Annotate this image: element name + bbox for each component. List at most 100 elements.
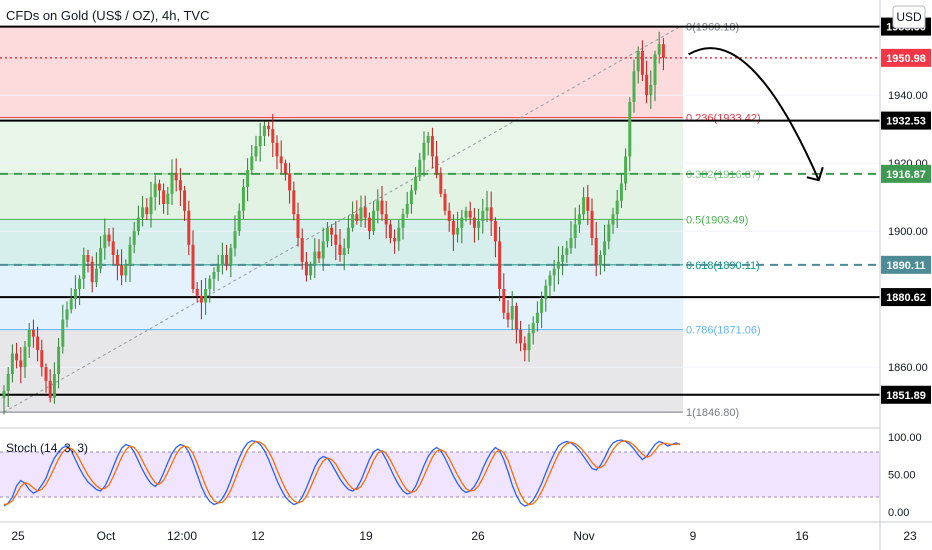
candle-body xyxy=(330,227,334,235)
time-tick-label: 19 xyxy=(359,529,373,543)
candle-body xyxy=(506,312,510,320)
horizontal-levels xyxy=(0,25,880,396)
candle xyxy=(204,277,208,315)
candle xyxy=(393,229,397,254)
candle-body xyxy=(594,238,598,266)
candle xyxy=(535,301,539,332)
candle xyxy=(489,191,493,237)
time-tick-label: 25 xyxy=(11,529,25,543)
candle-body xyxy=(166,193,170,204)
candle-body xyxy=(485,207,489,211)
candle xyxy=(506,300,510,328)
price-tag-bg xyxy=(881,164,931,183)
candle-body xyxy=(19,360,23,368)
candle xyxy=(468,201,472,225)
candle xyxy=(451,214,455,251)
candle-body xyxy=(250,156,254,170)
candle-body xyxy=(477,221,481,228)
projection-arrow xyxy=(688,47,824,182)
fib-zone-0.5 xyxy=(0,219,683,265)
candle xyxy=(418,152,422,181)
fib-label-0.786: 0.786(1871.06) xyxy=(686,325,761,337)
time-tick-label: 9 xyxy=(690,529,697,543)
candle xyxy=(124,259,128,282)
candle-body xyxy=(288,173,292,191)
candle-body xyxy=(460,217,464,228)
candle-body xyxy=(279,156,283,164)
candle-body xyxy=(561,255,565,262)
candle xyxy=(439,167,443,198)
time-tick-label: 16 xyxy=(795,529,809,543)
time-axis[interactable]: 25 Oct 12:00 12 19 26 Nov 9 16 23 xyxy=(11,529,917,543)
price-tag: 1950.98 xyxy=(881,48,931,67)
candle-body xyxy=(443,193,447,211)
candle-body xyxy=(632,71,636,102)
fib-label-0.382: 0.382(1916.87) xyxy=(686,169,761,181)
candle-body xyxy=(619,183,623,201)
candle-body xyxy=(338,244,342,255)
candle xyxy=(292,181,296,221)
candle-body xyxy=(292,190,296,215)
fib-label-1: 1(1846.80) xyxy=(686,407,739,419)
price-grid xyxy=(0,94,880,368)
candle xyxy=(565,240,569,263)
candle xyxy=(141,195,145,227)
candle xyxy=(44,363,48,393)
candle xyxy=(275,135,279,170)
candle xyxy=(481,198,485,234)
time-tick-label: Oct xyxy=(97,529,116,543)
candle-body xyxy=(636,51,640,72)
candle-body xyxy=(519,329,523,344)
candle xyxy=(569,221,573,254)
price-tag-bg xyxy=(881,255,931,274)
candle-body xyxy=(271,129,275,143)
candle xyxy=(178,168,182,207)
candle xyxy=(237,203,241,236)
candle xyxy=(531,316,535,345)
candle-body xyxy=(426,136,430,143)
candle-body xyxy=(603,241,607,255)
candle-body xyxy=(216,265,220,272)
candle xyxy=(472,207,476,243)
candle-body xyxy=(69,299,73,310)
candle-body xyxy=(422,142,426,160)
candle-body xyxy=(212,272,216,279)
price-tag-bg xyxy=(881,385,931,404)
currency-button[interactable]: USD xyxy=(892,5,926,29)
time-tick-label: Nov xyxy=(573,529,594,543)
candle xyxy=(153,175,157,211)
candle xyxy=(380,185,384,221)
candle xyxy=(162,183,166,214)
candle xyxy=(283,159,287,181)
arrow-curve xyxy=(688,47,820,181)
candle xyxy=(401,208,405,240)
candle-body xyxy=(115,255,119,266)
fib-trend-line xyxy=(3,26,681,413)
candle xyxy=(120,249,124,285)
candle xyxy=(661,38,665,71)
candle-body xyxy=(544,285,548,300)
candle xyxy=(586,185,590,225)
candle xyxy=(19,347,23,384)
candle xyxy=(220,242,224,275)
candle-body xyxy=(464,210,468,218)
candle xyxy=(443,189,447,216)
candle xyxy=(388,220,392,244)
stochastic-pane: Stoch (14, 3, 3) 100.00 50.00 0.00 xyxy=(0,432,922,519)
candle-body xyxy=(40,350,44,368)
candle xyxy=(288,162,292,204)
candle-body xyxy=(183,190,187,211)
candle-body xyxy=(82,255,86,279)
candle xyxy=(225,244,229,271)
price-tag: 1851.89 xyxy=(881,385,931,404)
candle xyxy=(246,158,250,202)
time-tick-label: 26 xyxy=(471,529,485,543)
candle-body xyxy=(628,102,632,157)
candle xyxy=(426,132,430,156)
time-tick-label: 12:00 xyxy=(167,529,197,543)
candle xyxy=(250,144,254,175)
candle xyxy=(48,369,52,403)
candle xyxy=(624,148,628,191)
candle xyxy=(523,336,527,362)
